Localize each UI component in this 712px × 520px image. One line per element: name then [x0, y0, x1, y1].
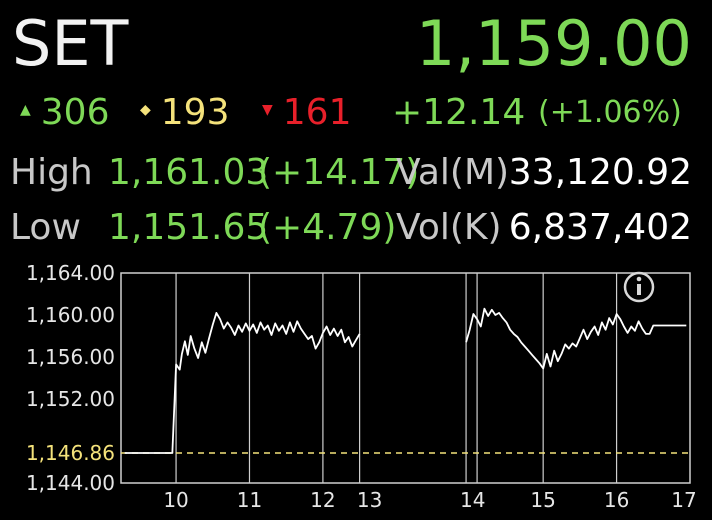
vol-label: Vol(K) [396, 207, 502, 248]
x-tick-label: 10 [163, 488, 188, 512]
x-tick-label: 17 [671, 488, 696, 512]
triangle-up-icon: ▲ [20, 102, 31, 118]
unchanged: ◆ 193 [140, 88, 230, 139]
unchanged-icon: ◆ [140, 102, 151, 118]
y-tick-label: 1,160.00 [26, 303, 115, 327]
x-tick-label: 12 [310, 488, 335, 512]
unchanged-count: 193 [160, 92, 230, 133]
advances-count: 306 [40, 92, 110, 133]
low-value: 1,151.65 [108, 207, 269, 248]
y-tick-label: 1,164.00 [26, 261, 115, 285]
val-value: 33,120.92 [508, 152, 692, 193]
x-tick-label: 16 [604, 488, 629, 512]
index-change-pct: (+1.06%) [538, 95, 682, 130]
chart-border [120, 272, 691, 484]
x-tick-label: 13 [357, 488, 382, 512]
chart-series [124, 307, 687, 454]
info-icon[interactable] [623, 271, 655, 303]
y-tick-label: 1,156.00 [26, 345, 115, 369]
x-axis-ticks: 10 11 12 13 14 15 16 17 [163, 488, 696, 512]
index-name: SET [12, 7, 129, 80]
high-change: (+14.17) [258, 152, 420, 193]
high-label: High [10, 152, 93, 193]
chart-vertical-markers [121, 273, 690, 483]
y-axis-ticks: 1,164.00 1,160.00 1,156.00 1,152.00 1,144.00… [26, 261, 115, 495]
y-tick-label: 1,144.00 [26, 471, 115, 495]
triangle-down-icon: ▼ [262, 102, 273, 118]
chart-frame [120, 272, 691, 484]
index-line [124, 311, 361, 454]
high-value: 1,161.03 [108, 152, 269, 193]
x-tick-label: 11 [237, 488, 262, 512]
low-label: Low [10, 207, 81, 248]
declines: ▼ 161 [262, 88, 352, 139]
index-line [465, 307, 687, 370]
index-value: 1,159.00 [415, 7, 692, 80]
prev-close-label: 1,146.86 [26, 441, 115, 465]
advances: ▲ 306 [20, 88, 110, 139]
x-tick-label: 15 [530, 488, 555, 512]
vol-value: 6,837,402 [508, 207, 692, 248]
x-tick-label: 14 [460, 488, 485, 512]
low-change: (+4.79) [258, 207, 397, 248]
y-tick-label: 1,152.00 [26, 387, 115, 411]
val-label: Val(M) [396, 152, 510, 193]
declines-count: 161 [282, 92, 352, 133]
index-change: +12.14 [392, 92, 526, 133]
